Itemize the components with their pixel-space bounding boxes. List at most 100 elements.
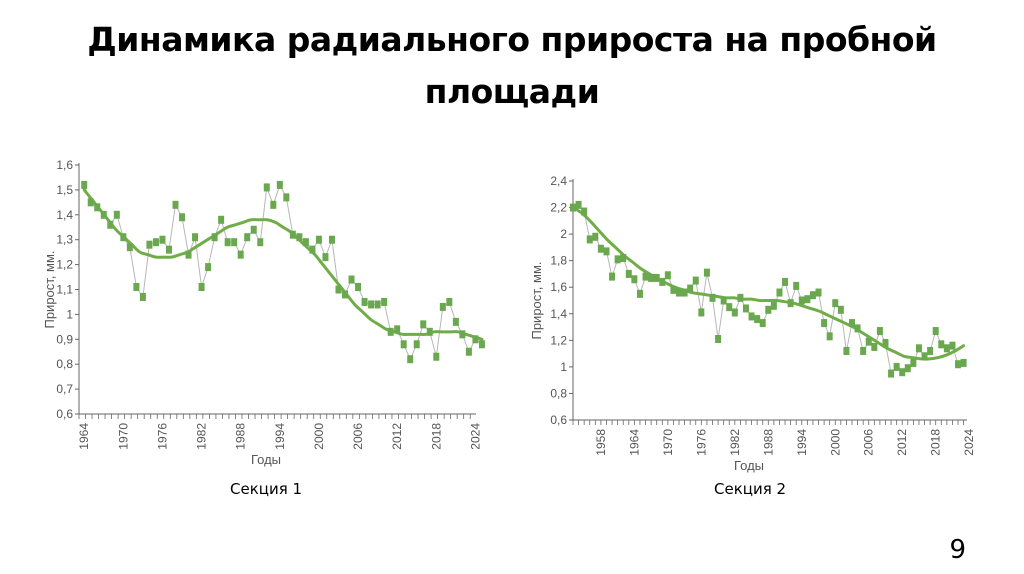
data-point-marker [94,203,101,212]
chart-section-1-svg: Прирост, мм. 0,6 0,7 0,8 0,9 1 1,1 1,2 1,3 1,4 1,5… [42,158,485,467]
data-point-marker [793,281,800,290]
data-point-marker [715,335,722,344]
data-point-marker [653,273,660,282]
chart-section-2-svg: Прирост, мм. 0,6 0,8 1 1,2 1,4 1,6 1,8 2 2,2 2,4 19… [529,174,976,473]
data-point-marker [927,346,934,355]
data-point-marker [882,338,889,347]
slide-title-line-1: Динамика радиального прироста на пробной [87,20,937,59]
caption-section-2: Секция 2 [714,480,787,498]
data-point-marker [120,233,127,242]
data-point-marker [452,317,459,326]
data-point-marker [257,238,264,247]
data-point-marker [687,284,694,293]
x-tick-label: 2000 [828,429,842,456]
data-point-marker [871,342,878,351]
data-point-marker [81,180,88,189]
data-point-marker [670,285,677,294]
data-point-marker [413,340,420,349]
data-point-marker [676,288,683,297]
data-point-marker [224,238,231,247]
data-point-marker [681,288,688,297]
x-tick-label: 1964 [627,429,641,456]
data-point-marker [943,344,950,353]
y-axis-label: Прирост, мм. [529,261,544,339]
x-tick-label: 2018 [929,429,943,456]
data-point-marker [250,225,257,234]
data-connector-line [572,204,964,375]
data-point-marker [659,277,666,286]
data-point-marker [910,358,917,367]
data-point-marker [865,337,872,346]
data-point-marker [648,273,655,282]
data-point-marker [420,320,427,329]
data-point-marker [765,305,772,314]
y-tick-label: 1,1 [56,283,73,297]
y-tick-label: 1,4 [56,208,73,222]
data-point-marker [821,319,828,328]
chart-section-1: Прирост, мм. 0,6 0,7 0,8 0,9 1 1,1 1,2 1,3 1,4 1,5… [40,150,490,475]
data-point-marker [860,346,867,355]
data-point-marker [355,283,362,292]
x-tick-label: 1994 [795,429,809,456]
data-point-marker [609,272,616,281]
data-point-marker [133,283,140,292]
data-point-marker [263,183,270,192]
x-tick-label: 2012 [895,429,909,456]
data-point-marker [394,325,401,334]
data-point-marker [198,283,205,292]
data-point-marker [472,335,479,344]
x-tick-label: 1964 [77,423,91,450]
data-point-marker [921,352,928,361]
y-tick-label: 1,6 [56,158,73,172]
data-point-marker [625,269,632,278]
data-point-marker [837,305,844,314]
slide-title: Динамика радиального прироста на пробной… [0,14,1024,118]
data-point-marker [620,254,627,263]
data-point-marker [570,203,576,212]
data-point-marker [932,327,939,336]
data-point-marker [809,291,816,300]
data-point-marker [586,235,593,244]
y-tick-label: 1,4 [550,307,567,321]
data-point-marker [575,200,582,209]
data-point-marker [244,233,251,242]
data-point-marker [400,340,407,349]
y-tick-label: 0,6 [56,407,73,421]
data-point-marker [113,210,120,219]
data-point-marker [826,332,833,341]
data-point-marker [915,344,922,353]
x-tick-label: 1988 [761,429,775,456]
data-point-marker [205,263,212,272]
x-tick-label: 2006 [351,423,365,450]
data-point-marker [374,300,381,309]
data-point-marker [636,289,643,298]
data-point-marker [407,355,414,364]
y-tick-label: 2 [560,227,567,241]
caption-section-1: Секция 1 [230,480,303,498]
data-point-marker [782,277,789,286]
data-point-marker [754,315,761,324]
y-tick-label: 0,9 [56,332,73,346]
data-point-marker [742,304,749,313]
data-point-marker [192,233,199,242]
data-point-marker [703,268,710,277]
data-point-marker [159,235,166,244]
data-point-marker [361,297,368,306]
data-point-marker [787,299,794,308]
x-tick-label: 1970 [116,423,130,450]
slide-title-line-2: площади [424,72,600,111]
data-point-marker [899,368,906,377]
data-point-marker [776,288,783,297]
data-point-marker [893,362,900,371]
data-point-marker [328,235,335,244]
data-point-marker [309,245,316,254]
data-point-marker [126,243,133,252]
data-point-marker [731,308,738,317]
data-point-marker [381,297,388,306]
x-tick-label: 1988 [234,423,248,450]
data-point-marker [692,276,699,285]
data-point-marker [348,275,355,284]
y-tick-label: 1,6 [550,280,567,294]
data-point-marker [165,245,172,254]
data-point-marker [888,369,895,378]
